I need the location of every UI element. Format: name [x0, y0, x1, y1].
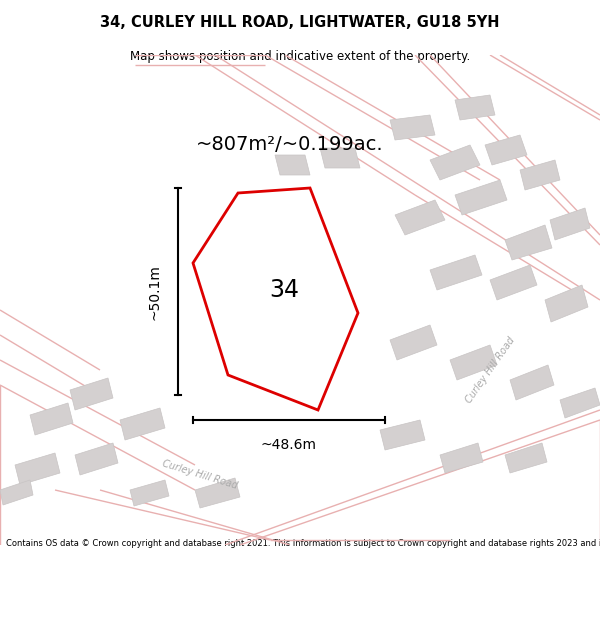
Text: 34, CURLEY HILL ROAD, LIGHTWATER, GU18 5YH: 34, CURLEY HILL ROAD, LIGHTWATER, GU18 5… [100, 15, 500, 30]
Polygon shape [195, 478, 240, 508]
Text: ~50.1m: ~50.1m [148, 264, 162, 320]
Polygon shape [380, 420, 425, 450]
Polygon shape [430, 255, 482, 290]
Polygon shape [505, 225, 552, 260]
Polygon shape [30, 403, 73, 435]
Polygon shape [490, 265, 537, 300]
Polygon shape [520, 160, 560, 190]
Polygon shape [15, 453, 60, 485]
Polygon shape [560, 388, 600, 418]
Polygon shape [320, 148, 360, 168]
Polygon shape [455, 180, 507, 215]
Polygon shape [505, 443, 547, 473]
Polygon shape [545, 285, 588, 322]
Text: Contains OS data © Crown copyright and database right 2021. This information is : Contains OS data © Crown copyright and d… [6, 539, 600, 548]
Polygon shape [455, 95, 495, 120]
Polygon shape [510, 365, 554, 400]
Text: Curley Hill Road: Curley Hill Road [463, 335, 517, 405]
Polygon shape [75, 443, 118, 475]
Polygon shape [120, 408, 165, 440]
Polygon shape [130, 480, 169, 506]
Text: Curley Hill Road: Curley Hill Road [161, 459, 239, 491]
Polygon shape [193, 188, 358, 410]
Polygon shape [395, 200, 445, 235]
Polygon shape [0, 480, 33, 505]
Text: ~807m²/~0.199ac.: ~807m²/~0.199ac. [196, 136, 384, 154]
Polygon shape [550, 208, 590, 240]
Polygon shape [430, 145, 480, 180]
Polygon shape [275, 155, 310, 175]
Polygon shape [390, 115, 435, 140]
Text: ~48.6m: ~48.6m [261, 438, 317, 452]
Polygon shape [440, 443, 483, 473]
Text: 34: 34 [269, 278, 299, 302]
Polygon shape [485, 135, 527, 165]
Text: Map shows position and indicative extent of the property.: Map shows position and indicative extent… [130, 49, 470, 62]
Polygon shape [70, 378, 113, 410]
Polygon shape [450, 345, 497, 380]
Polygon shape [390, 325, 437, 360]
